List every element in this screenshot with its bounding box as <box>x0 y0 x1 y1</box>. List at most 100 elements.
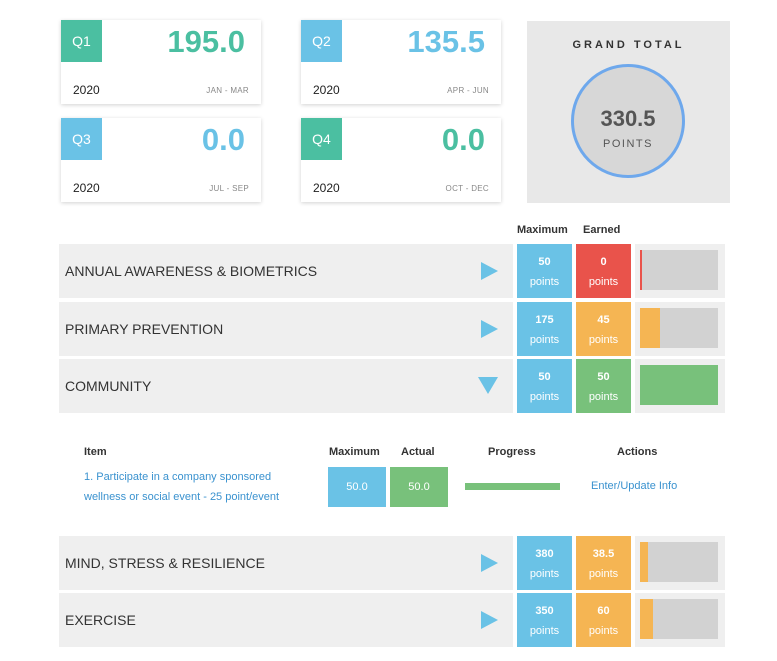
quarter-badge: Q1 <box>61 20 102 62</box>
quarter-range: JAN - MAR <box>206 86 249 95</box>
enter-update-info-link[interactable]: Enter/Update Info <box>591 480 678 492</box>
progress-box <box>635 359 725 413</box>
category-name: PRIMARY PREVENTION <box>65 321 224 337</box>
quarter-badge: Q2 <box>301 20 342 62</box>
progress-fill <box>640 542 648 582</box>
grand-total-panel: GRAND TOTAL 330.5 POINTS <box>527 21 730 203</box>
quarter-card-q1: Q1 195.0 2020 JAN - MAR <box>61 20 261 104</box>
category-row-mind-stress[interactable]: MIND, STRESS & RESILIENCE 380 points 38.… <box>59 536 725 590</box>
quarter-card-q2: Q2 135.5 2020 APR - JUN <box>301 20 501 104</box>
earned-points-value: 0 <box>600 256 607 268</box>
category-name: EXERCISE <box>65 612 136 628</box>
category-header[interactable]: EXERCISE <box>59 593 513 647</box>
progress-track <box>640 542 718 582</box>
progress-fill <box>640 599 653 639</box>
max-points-value: 350 <box>535 605 554 617</box>
max-points-cell: 175 points <box>517 302 572 356</box>
points-unit: points <box>588 391 619 403</box>
detail-header-maximum: Maximum <box>329 446 380 458</box>
progress-box <box>635 536 725 590</box>
quarter-year: 2020 <box>313 181 340 195</box>
detail-header-item: Item <box>84 446 107 458</box>
points-unit: points <box>529 276 560 288</box>
column-header-maximum: Maximum <box>517 224 568 236</box>
max-points-cell: 350 points <box>517 593 572 647</box>
quarter-range: APR - JUN <box>447 86 489 95</box>
quarter-range: OCT - DEC <box>445 184 489 193</box>
progress-track <box>640 308 718 348</box>
grand-total-unit: POINTS <box>603 138 653 150</box>
earned-points-value: 50 <box>597 371 610 383</box>
max-points-value: 50 <box>538 256 551 268</box>
earned-points-cell: 60 points <box>576 593 631 647</box>
earned-points-value: 45 <box>597 314 610 326</box>
play-arrow-right-icon[interactable] <box>481 611 498 629</box>
category-row-community[interactable]: COMMUNITY 50 points 50 points <box>59 359 725 413</box>
earned-points-cell: 45 points <box>576 302 631 356</box>
progress-track <box>640 599 718 639</box>
quarter-value: 195.0 <box>167 24 245 59</box>
progress-box <box>635 244 725 298</box>
column-header-earned: Earned <box>583 224 621 236</box>
points-unit: points <box>529 334 560 346</box>
points-unit: points <box>588 334 619 346</box>
category-name: ANNUAL AWARENESS & BIOMETRICS <box>65 263 318 279</box>
category-name: COMMUNITY <box>65 378 152 394</box>
progress-track <box>640 250 718 290</box>
arrow-down-icon[interactable] <box>478 377 498 394</box>
quarter-badge: Q4 <box>301 118 342 160</box>
quarter-card-q3: Q3 0.0 2020 JUL - SEP <box>61 118 261 202</box>
points-unit: points <box>529 625 560 637</box>
progress-track <box>640 365 718 405</box>
progress-fill <box>640 365 718 405</box>
detail-item-maximum: 50.0 <box>328 467 386 507</box>
play-arrow-right-icon[interactable] <box>481 262 498 280</box>
quarter-year: 2020 <box>73 181 100 195</box>
grand-total-label: GRAND TOTAL <box>572 39 685 51</box>
earned-points-cell: 0 points <box>576 244 631 298</box>
category-row-primary-prevention[interactable]: PRIMARY PREVENTION 175 points 45 points <box>59 302 725 356</box>
max-points-value: 380 <box>535 548 554 560</box>
quarter-value: 135.5 <box>407 24 485 59</box>
category-row-exercise[interactable]: EXERCISE 350 points 60 points <box>59 593 725 647</box>
points-unit: points <box>529 391 560 403</box>
detail-item-actual: 50.0 <box>390 467 448 507</box>
progress-fill <box>640 308 660 348</box>
max-points-cell: 380 points <box>517 536 572 590</box>
detail-header-actions: Actions <box>617 446 658 458</box>
detail-header-progress: Progress <box>488 446 536 458</box>
quarter-value: 0.0 <box>201 122 245 157</box>
points-unit: points <box>588 568 619 580</box>
points-unit: points <box>588 625 619 637</box>
quarter-value: 0.0 <box>441 122 485 157</box>
grand-total-circle: 330.5 POINTS <box>571 64 685 178</box>
earned-points-cell: 50 points <box>576 359 631 413</box>
earned-points-value: 60 <box>597 605 610 617</box>
category-header[interactable]: ANNUAL AWARENESS & BIOMETRICS <box>59 244 513 298</box>
category-header[interactable]: COMMUNITY <box>59 359 513 413</box>
detail-item-progress-bar <box>465 483 560 490</box>
max-points-cell: 50 points <box>517 359 572 413</box>
max-points-cell: 50 points <box>517 244 572 298</box>
quarter-year: 2020 <box>313 83 340 97</box>
progress-fill <box>640 250 642 290</box>
quarter-badge: Q3 <box>61 118 102 160</box>
quarter-year: 2020 <box>73 83 100 97</box>
earned-points-cell: 38.5 points <box>576 536 631 590</box>
earned-points-value: 38.5 <box>592 548 615 560</box>
points-unit: points <box>529 568 560 580</box>
category-name: MIND, STRESS & RESILIENCE <box>65 555 265 571</box>
points-unit: points <box>588 276 619 288</box>
progress-box <box>635 593 725 647</box>
quarter-range: JUL - SEP <box>209 184 249 193</box>
play-arrow-right-icon[interactable] <box>481 554 498 572</box>
category-row-annual-awareness[interactable]: ANNUAL AWARENESS & BIOMETRICS 50 points … <box>59 244 725 298</box>
detail-header-actual: Actual <box>401 446 435 458</box>
max-points-value: 175 <box>535 314 554 326</box>
progress-box <box>635 302 725 356</box>
detail-item-link[interactable]: 1. Participate in a company sponsored we… <box>84 471 280 503</box>
category-header[interactable]: MIND, STRESS & RESILIENCE <box>59 536 513 590</box>
max-points-value: 50 <box>538 371 551 383</box>
play-arrow-right-icon[interactable] <box>481 320 498 338</box>
category-header[interactable]: PRIMARY PREVENTION <box>59 302 513 356</box>
